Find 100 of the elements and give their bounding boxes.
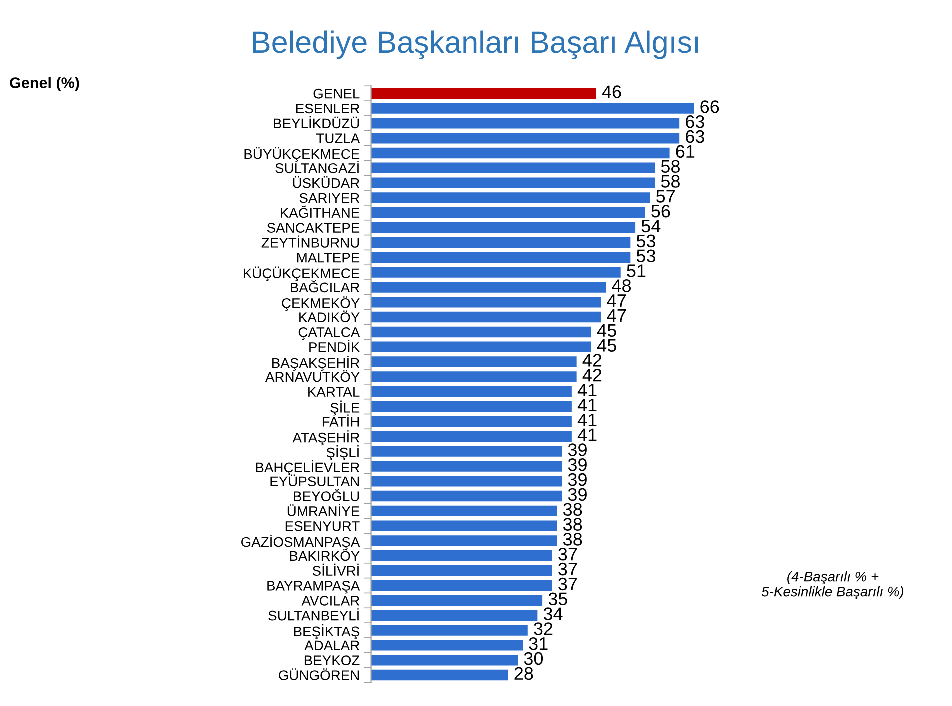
bar xyxy=(371,670,508,681)
y-tick-label: ŞİŞLİ xyxy=(326,446,359,460)
y-tick-label: BAYRAMPAŞA xyxy=(268,581,360,594)
y-tick-label: KARTAL xyxy=(308,387,360,397)
data-label: 63 xyxy=(686,130,704,144)
y-tick-label: SANCAKTEPE xyxy=(267,223,360,233)
bar xyxy=(371,178,656,188)
data-label: 57 xyxy=(656,190,675,203)
y-tick-label: BAKIRKÖY xyxy=(290,549,360,562)
bar xyxy=(371,401,572,412)
bar xyxy=(371,654,518,666)
bar xyxy=(371,282,606,293)
y-tick-label: ATAŞEHİR xyxy=(292,430,360,446)
bar xyxy=(371,208,646,218)
data-label: 42 xyxy=(582,354,602,367)
y-tick-label: EYÜPSULTAN xyxy=(270,474,360,487)
bar xyxy=(371,148,670,159)
bar xyxy=(371,640,523,651)
y-tick-label: ŞİLE xyxy=(330,400,360,416)
y-tick-label: KADIKÖY xyxy=(300,310,360,322)
data-label: 39 xyxy=(568,458,587,472)
text: Genel (%) xyxy=(10,77,80,92)
bar xyxy=(371,595,543,606)
data-label: 61 xyxy=(676,145,695,158)
y-tick-label: SULTANBEYLİ xyxy=(268,608,359,621)
y-tick-label: PENDİK xyxy=(310,340,360,352)
data-label: 63 xyxy=(686,115,704,128)
y-tick-label: ESENLER xyxy=(296,104,360,114)
data-label: 39 xyxy=(568,444,587,456)
data-label: 38 xyxy=(563,503,582,516)
bar xyxy=(371,252,631,264)
data-label: 35 xyxy=(548,592,568,606)
bar xyxy=(371,162,656,174)
bar xyxy=(371,625,528,636)
data-label: 45 xyxy=(597,324,616,338)
bar xyxy=(371,386,572,398)
bar xyxy=(371,416,572,428)
y-tick-label: GÜNGÖREN xyxy=(279,668,360,680)
y-tick-label: SARIYER xyxy=(300,193,360,204)
data-label: 56 xyxy=(652,204,670,218)
y-tick-label: ÜMRANİYE xyxy=(288,504,360,516)
data-label: 54 xyxy=(642,220,661,233)
bar xyxy=(371,431,572,442)
bar xyxy=(371,565,552,576)
bar xyxy=(371,118,680,129)
bar xyxy=(371,132,680,144)
bar xyxy=(371,237,631,248)
bar xyxy=(371,461,562,472)
data-label: 37 xyxy=(558,578,578,591)
y-tick-label: SULTANGAZİ xyxy=(276,161,359,174)
data-label: 39 xyxy=(568,473,587,486)
y-tick-label: GAZİOSMANPAŞA xyxy=(241,535,360,550)
y-tick-label: BEŞİKTAŞ xyxy=(294,624,360,640)
bar xyxy=(371,580,552,592)
data-label: 66 xyxy=(700,100,720,114)
y-tick-label: ÇEKMEKÖY xyxy=(282,296,360,312)
y-tick-label: FATİH xyxy=(322,414,360,427)
text: (4-Başarılı % + 5-Kesinlikle Başarılı %) xyxy=(762,572,904,600)
data-label: 37 xyxy=(558,548,578,561)
data-label: 58 xyxy=(661,160,680,174)
y-tick-label: KÜÇÜKÇEKMECE xyxy=(244,266,360,282)
y-tick-label: BAŞAKŞEHİR xyxy=(272,356,360,371)
y-tick-label: TUZLA xyxy=(316,134,360,144)
y-tick-label: BÜYÜKÇEKMECE xyxy=(244,147,360,162)
data-label: 28 xyxy=(514,667,534,680)
data-label: 47 xyxy=(607,294,626,308)
bar xyxy=(371,342,592,352)
bar xyxy=(371,372,577,382)
bar xyxy=(371,610,538,621)
data-label: 34 xyxy=(544,608,563,620)
y-tick-label: KAĞITHANE xyxy=(281,206,360,218)
y-tick-label: BEYKOZ xyxy=(304,656,360,666)
data-label: 41 xyxy=(578,414,597,426)
data-label: 51 xyxy=(627,264,646,278)
data-label: 53 xyxy=(636,250,656,262)
bar xyxy=(371,356,577,368)
data-label: 46 xyxy=(602,86,622,98)
data-label: 42 xyxy=(582,369,602,382)
data-label: 45 xyxy=(597,339,616,352)
data-label: 31 xyxy=(529,637,548,650)
y-tick-label: AVCILAR xyxy=(302,596,360,606)
y-tick-label: ZEYTİNBURNU xyxy=(262,236,360,248)
data-label: 32 xyxy=(534,622,553,636)
data-label: 58 xyxy=(661,175,680,188)
data-label: 41 xyxy=(578,384,597,397)
data-label: 38 xyxy=(563,533,582,546)
y-tick-label: SİLİVRİ xyxy=(312,564,359,576)
data-label: 48 xyxy=(612,280,632,292)
data-label: 53 xyxy=(636,234,656,248)
y-tick-label: BAHÇELİEVLER xyxy=(256,460,360,476)
y-tick-label: ARNAVUTKÖY xyxy=(266,370,360,382)
data-label: 41 xyxy=(578,428,597,442)
data-label: 37 xyxy=(558,562,578,576)
data-label: 47 xyxy=(607,310,626,322)
y-tick-label: BEYLİKDÜZÜ xyxy=(274,116,360,129)
y-tick-label: GENEL xyxy=(314,88,360,99)
bar xyxy=(371,267,621,278)
bar xyxy=(371,446,562,457)
y-tick-label: MALTEPE xyxy=(298,253,360,263)
y-tick-label: ÇATALCA xyxy=(298,328,360,340)
